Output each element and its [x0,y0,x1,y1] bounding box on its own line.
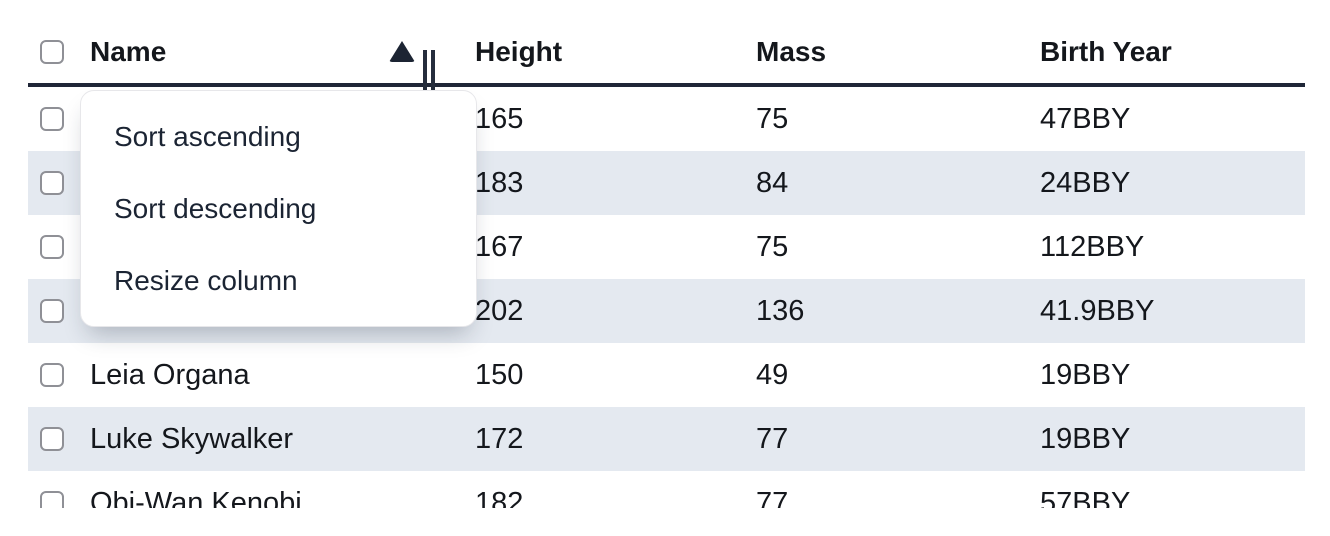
column-header-name[interactable]: Name [90,0,457,96]
column-header-height[interactable]: Height [457,0,738,87]
column-header-name-label: Name [90,35,167,67]
cell-mass: 75 [738,87,1022,151]
column-header-mass[interactable]: Mass [738,0,1022,87]
row-checkbox-cell [28,279,90,343]
row-checkbox[interactable] [40,299,64,323]
column-resize-handle[interactable] [423,50,435,96]
row-checkbox-cell [28,87,90,151]
row-checkbox[interactable] [40,235,64,259]
row-checkbox-cell [28,151,90,215]
cell-height: 183 [457,151,738,215]
cell-mass: 75 [738,215,1022,279]
row-checkbox[interactable] [40,363,64,387]
cell-name: Obi-Wan Kenobi [90,471,457,508]
row-checkbox[interactable] [40,107,64,131]
cell-height: 182 [457,471,738,508]
sort-ascending-icon [389,41,415,62]
select-all-checkbox[interactable] [40,39,64,64]
table-row: Luke Skywalker 172 77 19BBY [28,407,1305,471]
row-checkbox-cell [28,407,90,471]
select-all-header-cell [28,0,90,87]
menu-item-sort-ascending[interactable]: Sort ascending [114,121,301,152]
data-table-container: Name Height Mass Birth Year [28,0,1305,508]
row-checkbox[interactable] [40,427,64,451]
cell-mass: 77 [738,407,1022,471]
cell-birth-year: 41.9BBY [1022,279,1305,343]
cell-name: Leia Organa [90,343,457,407]
row-checkbox[interactable] [40,491,64,508]
cell-birth-year: 24BBY [1022,151,1305,215]
menu-item-sort-descending[interactable]: Sort descending [114,193,317,224]
table-row: 167 75 112BBY [28,215,1305,279]
cell-height: 150 [457,343,738,407]
cell-height: 165 [457,87,738,151]
cell-mass: 84 [738,151,1022,215]
column-header-birth-year[interactable]: Birth Year [1022,0,1305,87]
header-row: Name Height Mass Birth Year [28,0,1305,96]
row-checkbox-cell [28,343,90,407]
cell-mass: 136 [738,279,1022,343]
row-checkbox[interactable] [40,171,64,195]
cell-birth-year: 19BBY [1022,343,1305,407]
row-checkbox-cell [28,471,90,508]
menu-item-resize-column[interactable]: Resize column [114,265,298,296]
table-row: Leia Organa 150 49 19BBY [28,343,1305,407]
cell-birth-year: 47BBY [1022,87,1305,151]
cell-mass: 49 [738,343,1022,407]
row-checkbox-cell [28,215,90,279]
cell-birth-year: 19BBY [1022,407,1305,471]
cell-height: 202 [457,279,738,343]
cell-height: 167 [457,215,738,279]
cell-birth-year: 57BBY [1022,471,1305,508]
cell-birth-year: 112BBY [1022,215,1305,279]
cell-name: Luke Skywalker [90,407,457,471]
cell-height: 172 [457,407,738,471]
data-table: Name Height Mass Birth Year [28,0,1305,508]
column-context-menu: Sort ascending Sort descending Resize co… [80,90,477,327]
table-row: Obi-Wan Kenobi 182 77 57BBY [28,471,1305,508]
cell-mass: 77 [738,471,1022,508]
